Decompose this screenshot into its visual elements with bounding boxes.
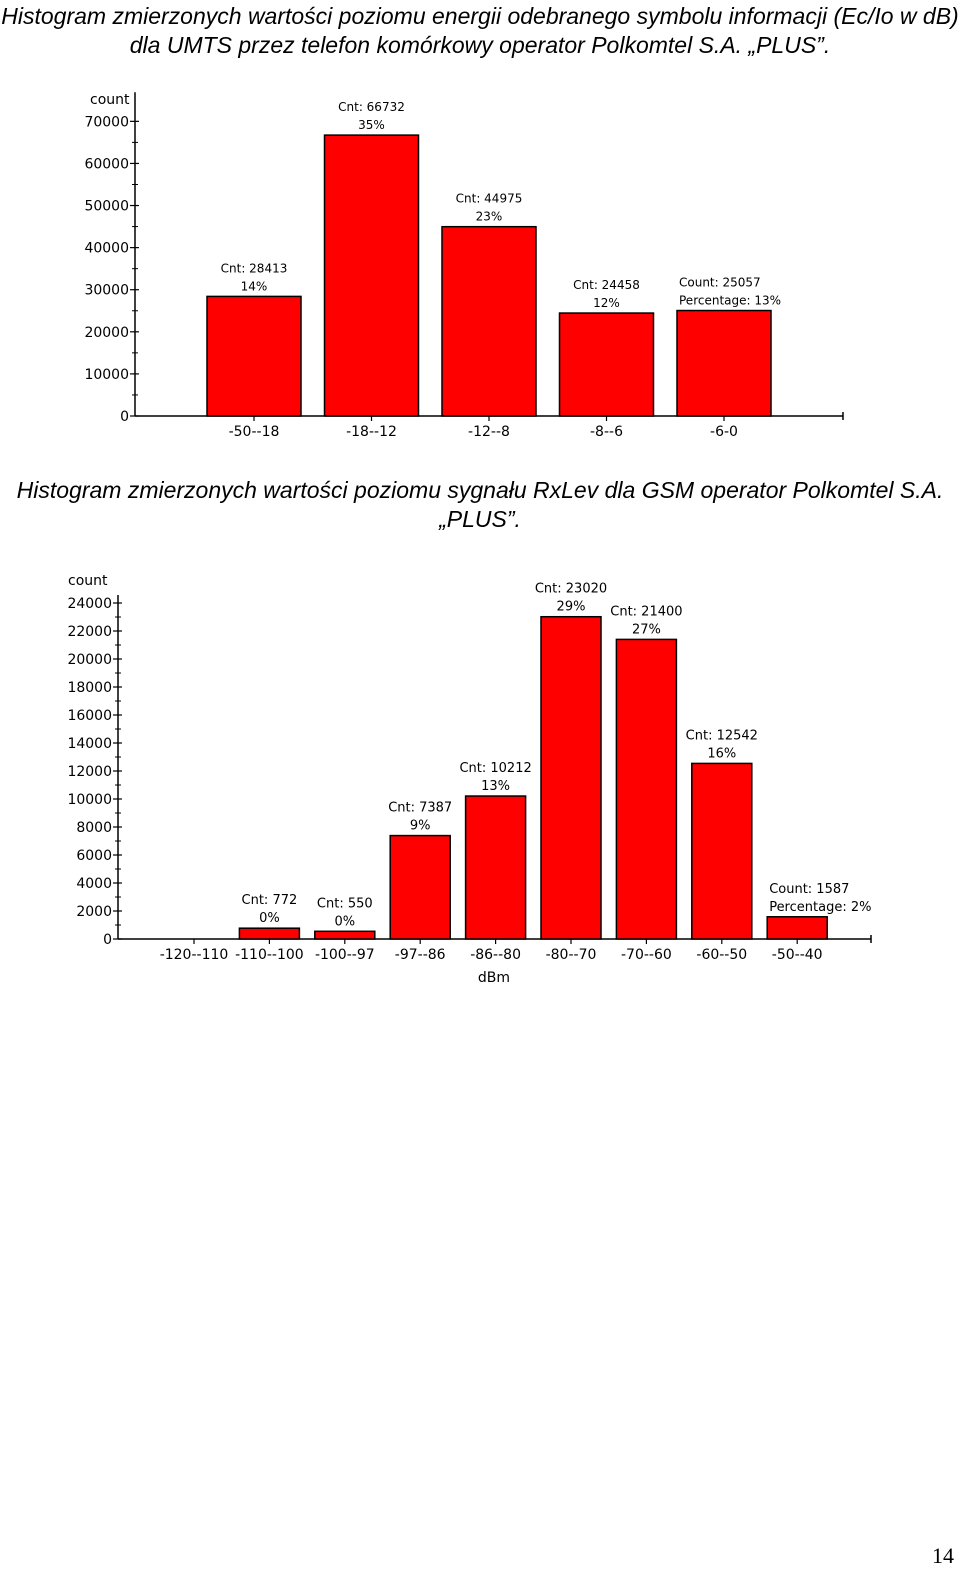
bar-percent-label: Percentage: 13% bbox=[679, 294, 781, 308]
y-tick-label: 14000 bbox=[67, 736, 112, 752]
bar-percent-label: 14% bbox=[241, 279, 268, 293]
y-tick-label: 20000 bbox=[84, 325, 129, 341]
x-tick-label: -120--110 bbox=[160, 947, 229, 963]
x-tick-label: -12--8 bbox=[468, 424, 510, 440]
gsm-rxlev-histogram: 0 2000 4000 6000 8000 10000 12000 14000 16000 180… bbox=[67, 573, 872, 986]
bar-count-label: Cnt: 550 bbox=[317, 896, 373, 911]
bar-count-label: Cnt: 44975 bbox=[456, 192, 523, 206]
bar-percent-label: 9% bbox=[410, 819, 431, 834]
histogram-bar bbox=[540, 615, 602, 940]
bar-count-label: Count: 25057 bbox=[679, 276, 761, 290]
y-tick-label: 4000 bbox=[76, 876, 112, 892]
x-tick-label: -86--80 bbox=[470, 947, 521, 963]
bar-percent-label: 29% bbox=[557, 600, 586, 615]
y-tick-label: 0 bbox=[103, 932, 112, 948]
histogram-bar bbox=[314, 930, 376, 940]
histogram-bar bbox=[464, 795, 527, 940]
y-tick-label: 6000 bbox=[76, 848, 112, 864]
y-tick-label: 50000 bbox=[84, 199, 129, 215]
bar-percent-label: Percentage: 2% bbox=[769, 900, 871, 915]
x-tick-label: -110--100 bbox=[235, 947, 304, 963]
x-tick-label: -80--70 bbox=[546, 947, 597, 963]
x-axis-label: dBm bbox=[478, 970, 510, 986]
x-tick-label: -70--60 bbox=[621, 947, 672, 963]
histogram-bar bbox=[206, 295, 302, 417]
y-axis-label: count bbox=[90, 92, 130, 108]
y-tick-label: 18000 bbox=[67, 680, 112, 696]
bar-percent-label: 12% bbox=[593, 296, 620, 310]
bar-count-label: Cnt: 24458 bbox=[573, 278, 640, 292]
histogram-bar bbox=[691, 762, 753, 940]
y-tick-label: 16000 bbox=[67, 708, 112, 724]
y-tick-label: 60000 bbox=[84, 156, 129, 172]
histogram-bar bbox=[676, 309, 772, 417]
y-tick-label: 22000 bbox=[67, 624, 112, 640]
bar-percent-label: 0% bbox=[259, 911, 280, 926]
bar-count-label: Cnt: 28413 bbox=[221, 261, 288, 275]
page-number: 14 bbox=[932, 1543, 954, 1568]
bar-percent-label: 0% bbox=[334, 914, 355, 929]
y-tick-label: 24000 bbox=[67, 596, 112, 612]
bar-percent-label: 16% bbox=[707, 746, 736, 761]
histogram-bar bbox=[558, 312, 655, 417]
x-tick-label: -6-0 bbox=[710, 424, 738, 440]
bar-count-label: Cnt: 10212 bbox=[459, 761, 531, 776]
histogram-bar bbox=[441, 225, 537, 417]
histogram-bar bbox=[615, 638, 678, 940]
bar-count-label: Count: 1587 bbox=[769, 882, 849, 897]
bar-count-label: Cnt: 772 bbox=[242, 893, 298, 908]
y-axis-label: count bbox=[68, 573, 108, 589]
bar-count-label: Cnt: 12542 bbox=[686, 728, 758, 743]
bar-count-label: Cnt: 21400 bbox=[610, 604, 682, 619]
histogram-bar bbox=[389, 834, 451, 940]
x-tick-label: -97--86 bbox=[395, 947, 446, 963]
x-tick-label: -100--97 bbox=[315, 947, 375, 963]
umts-ecio-histogram: 0 10000 20000 30000 40000 50000 60000 70000 coun… bbox=[84, 92, 844, 440]
histogram-bar bbox=[323, 134, 420, 417]
chart-caption-gsm: Histogram zmierzonych wartości poziomu s… bbox=[16, 477, 944, 532]
x-tick-label: -18--12 bbox=[346, 424, 397, 440]
bar-percent-label: 27% bbox=[632, 622, 661, 637]
x-tick-label: -60--50 bbox=[696, 947, 747, 963]
bar-percent-label: 13% bbox=[481, 779, 510, 794]
y-tick-label: 2000 bbox=[76, 904, 112, 920]
chart-caption-umts: Histogram zmierzonych wartości poziomu e… bbox=[1, 3, 959, 58]
y-tick-label: 12000 bbox=[67, 764, 112, 780]
bar-count-label: Cnt: 66732 bbox=[338, 100, 405, 114]
bar-percent-label: 23% bbox=[476, 210, 503, 224]
bar-count-label: Cnt: 7387 bbox=[388, 801, 452, 816]
y-tick-label: 10000 bbox=[67, 792, 112, 808]
x-tick-label: -8--6 bbox=[590, 424, 623, 440]
y-tick-label: 70000 bbox=[84, 114, 129, 130]
y-tick-label: 40000 bbox=[84, 241, 129, 257]
y-tick-label: 8000 bbox=[76, 820, 112, 836]
bar-percent-label: 35% bbox=[358, 118, 385, 132]
bar-count-label: Cnt: 23020 bbox=[535, 582, 607, 597]
y-tick-label: 30000 bbox=[84, 283, 129, 299]
y-tick-label: 20000 bbox=[67, 652, 112, 668]
y-tick-label: 0 bbox=[120, 409, 129, 425]
y-tick-label: 10000 bbox=[84, 367, 129, 383]
x-tick-label: -50--40 bbox=[772, 947, 823, 963]
x-tick-label: -50--18 bbox=[229, 424, 280, 440]
histogram-bar bbox=[766, 916, 828, 940]
histogram-bar bbox=[238, 927, 301, 940]
